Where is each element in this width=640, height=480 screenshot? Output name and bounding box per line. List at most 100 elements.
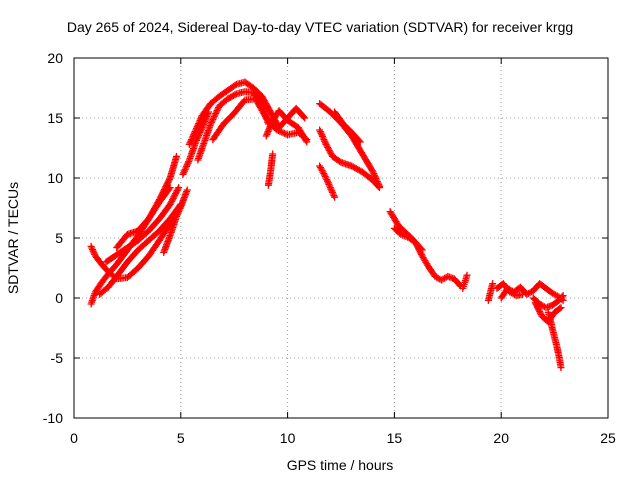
data-point xyxy=(173,152,181,160)
y-tick-label: 15 xyxy=(47,110,63,126)
data-point xyxy=(192,136,200,144)
y-tick-label: -5 xyxy=(51,350,64,366)
data-point xyxy=(489,280,497,288)
data-point xyxy=(168,197,176,205)
data-point xyxy=(167,199,175,207)
data-point xyxy=(324,179,332,187)
data-point xyxy=(370,170,378,178)
data-point xyxy=(173,212,181,220)
data-point xyxy=(317,129,325,137)
data-point xyxy=(302,137,310,145)
data-point xyxy=(193,135,201,143)
data-point xyxy=(300,113,308,121)
data-point xyxy=(231,91,239,99)
data-point xyxy=(327,149,335,157)
data-point xyxy=(328,188,336,196)
axis-ticks: 0 5 10 15 20 25 -10 -5 0 5 10 15 20 xyxy=(43,50,616,446)
data-point xyxy=(330,192,338,200)
data-point xyxy=(195,118,203,126)
data-point xyxy=(418,246,426,254)
data-point xyxy=(323,176,331,184)
data-point xyxy=(327,185,335,193)
data-point xyxy=(166,200,174,208)
data-point xyxy=(212,108,220,116)
x-tick-label: 25 xyxy=(600,430,616,446)
data-point xyxy=(194,133,202,141)
data-point xyxy=(209,116,217,123)
data-point xyxy=(319,168,327,176)
data-point xyxy=(197,127,205,135)
data-point xyxy=(207,120,215,128)
data-point xyxy=(174,209,182,217)
data-point xyxy=(212,110,220,117)
data-point xyxy=(326,182,334,190)
data-point xyxy=(170,193,178,201)
data-point xyxy=(181,166,189,174)
data-point xyxy=(172,190,180,198)
x-tick-label: 10 xyxy=(280,430,296,446)
data-point xyxy=(370,171,378,179)
data-point xyxy=(331,193,339,201)
data-point xyxy=(197,115,205,123)
data-point xyxy=(301,114,309,122)
data-point xyxy=(88,244,96,252)
data-point xyxy=(175,184,183,192)
chart-title: Day 265 of 2024, Sidereal Day-to-day VTE… xyxy=(66,19,574,35)
data-point xyxy=(325,146,333,154)
data-point xyxy=(559,292,567,300)
data-point xyxy=(190,131,198,139)
data-point xyxy=(328,187,336,195)
data-point xyxy=(326,184,334,192)
data-point xyxy=(324,143,332,151)
data-point xyxy=(322,140,330,148)
y-tick-label: 10 xyxy=(47,170,63,186)
data-point xyxy=(180,167,188,175)
data-point xyxy=(174,185,182,193)
data-point xyxy=(186,139,194,147)
x-tick-label: 20 xyxy=(493,430,509,446)
data-point xyxy=(316,164,324,171)
data-point xyxy=(368,167,376,175)
data-point xyxy=(188,134,196,142)
data-point xyxy=(318,131,326,139)
data-point xyxy=(192,124,200,132)
data-point xyxy=(173,211,181,219)
data-point xyxy=(558,293,566,301)
data-point xyxy=(321,139,329,147)
data-point xyxy=(182,164,190,172)
data-point xyxy=(207,119,215,126)
data-point xyxy=(279,129,287,137)
data-point xyxy=(355,137,363,145)
data-point xyxy=(195,130,203,138)
data-point xyxy=(211,111,219,119)
data-point xyxy=(195,132,203,140)
data-point xyxy=(277,128,285,136)
data-point xyxy=(196,116,204,124)
data-point xyxy=(210,114,218,122)
data-point xyxy=(175,208,183,216)
data-point xyxy=(323,177,331,185)
y-tick-label: 5 xyxy=(55,230,63,246)
y-axis-label: SDTVAR / TECUs xyxy=(5,181,21,295)
data-point xyxy=(316,162,324,170)
data-point xyxy=(165,185,173,193)
data-point xyxy=(180,169,188,177)
data-point xyxy=(317,165,325,173)
data-point xyxy=(369,168,377,176)
data-point xyxy=(194,121,202,129)
data-point xyxy=(208,117,216,125)
data-point xyxy=(195,120,203,128)
data-point xyxy=(172,188,180,196)
data-point xyxy=(190,129,198,137)
data-point xyxy=(417,245,425,253)
data-point xyxy=(176,204,184,212)
data-point xyxy=(318,132,326,140)
data-point xyxy=(89,247,97,255)
data-point xyxy=(87,242,95,250)
data-point xyxy=(463,271,471,279)
data-point xyxy=(316,128,324,136)
data-point xyxy=(196,128,204,136)
data-point xyxy=(316,126,324,134)
data-point xyxy=(303,138,311,146)
